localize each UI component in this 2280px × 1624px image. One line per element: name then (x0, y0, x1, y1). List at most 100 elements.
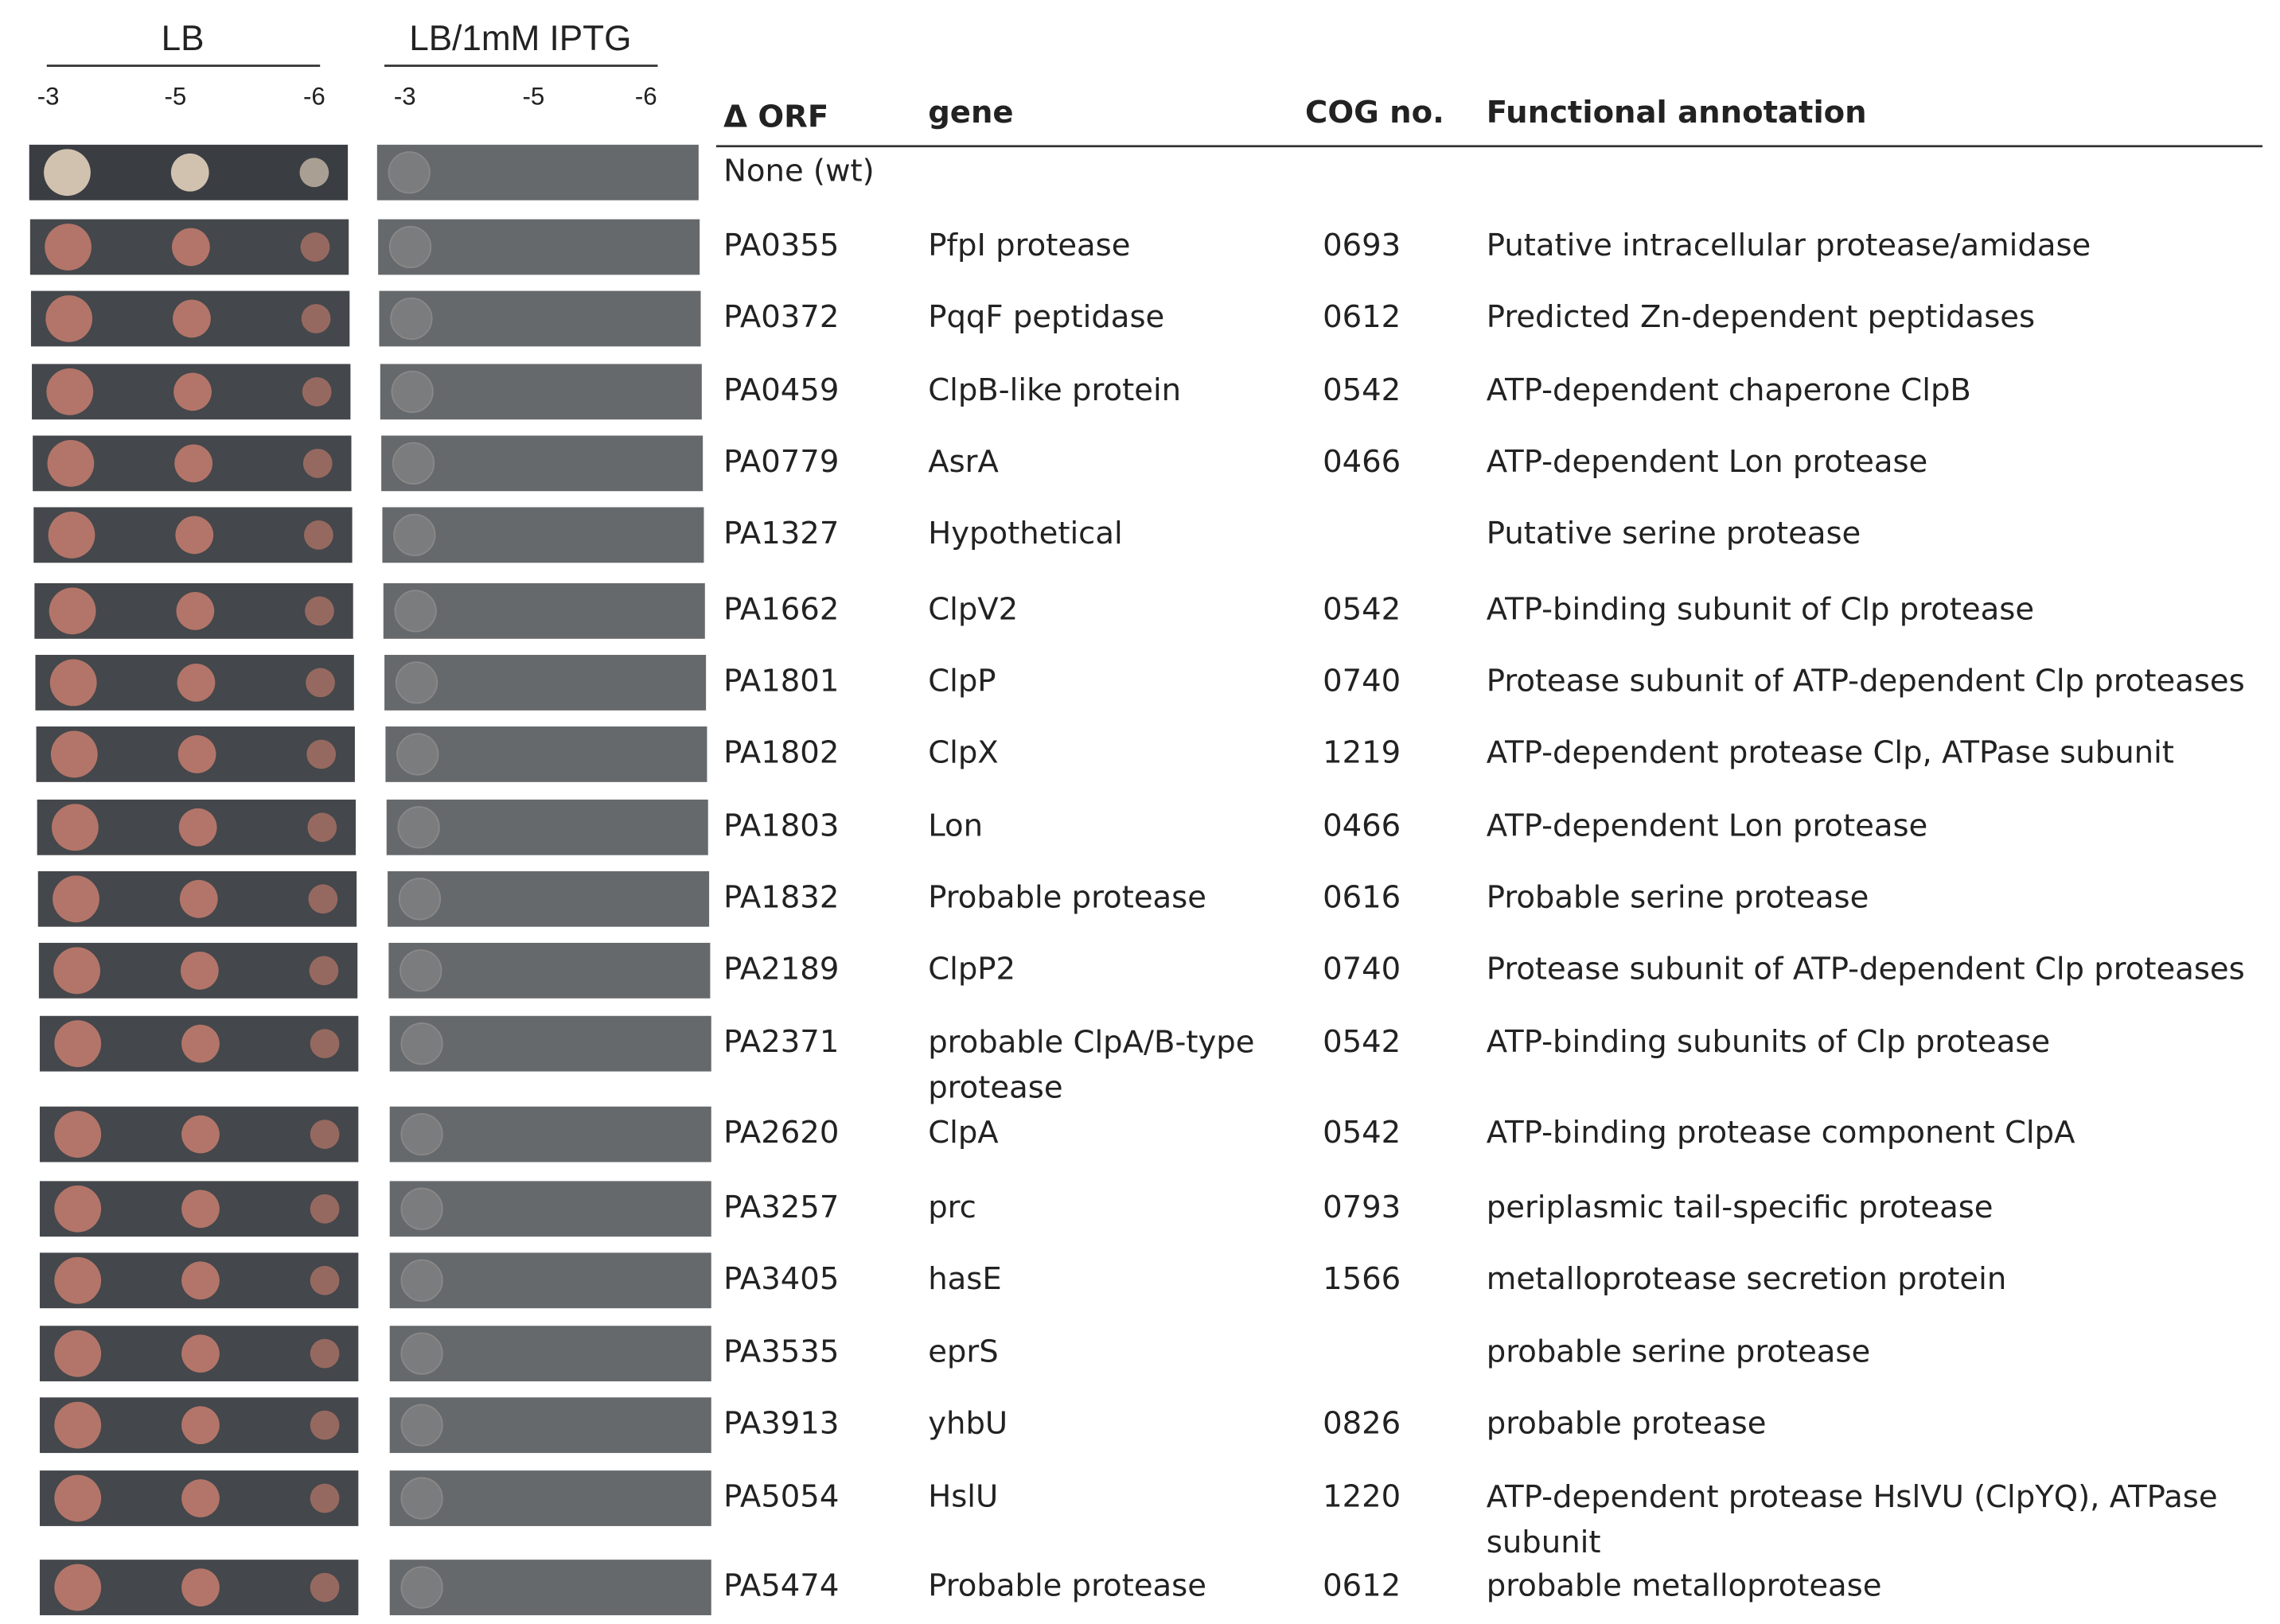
colony-spot (391, 370, 434, 413)
colony-spot (299, 158, 329, 188)
cell-cog: 1566 (1323, 1261, 1401, 1297)
cell-orf: PA3257 (723, 1190, 839, 1225)
cell-orf: PA0355 (723, 228, 839, 263)
colony-spot (400, 1566, 443, 1609)
cell-annotation: ATP-dependent Lon protease (1487, 444, 1928, 480)
colony-spot (398, 878, 442, 921)
colony-spot (305, 596, 334, 626)
cell-annotation: Protease subunit of ATP-dependent Clp pr… (1487, 951, 2245, 987)
colony-spot (53, 947, 100, 995)
colony-spot (400, 1022, 443, 1065)
colony-spot (396, 733, 439, 776)
plate-iptg (380, 364, 702, 420)
plate-iptg (389, 1015, 711, 1072)
column-header: Functional annotation (1487, 95, 1867, 130)
cell-cog: 0542 (1323, 591, 1401, 627)
colony-spot (390, 297, 433, 341)
colony-spot (310, 1029, 340, 1059)
colony-spot (170, 153, 209, 192)
colony-spot (175, 516, 214, 555)
cell-cog: 0826 (1323, 1406, 1401, 1442)
cell-cog: 0466 (1323, 808, 1401, 843)
cell-annotation: ATP-binding subunit of Clp protease (1487, 591, 2034, 627)
plate-iptg (389, 1252, 711, 1309)
column-header: gene (928, 95, 1013, 130)
cell-annotation: ATP-dependent protease HslVU (ClpYQ), AT… (1487, 1479, 2218, 1560)
colony-spot (49, 659, 97, 707)
colony-spot (394, 590, 437, 633)
cell-annotation: metalloprotease secretion protein (1487, 1261, 2007, 1297)
colony-spot (395, 661, 438, 704)
cell-annotation: probable metalloprotease (1487, 1568, 1882, 1604)
colony-spot (310, 1265, 340, 1295)
cell-orf: None (wt) (723, 153, 875, 189)
colony-spot (400, 1187, 443, 1230)
colony-spot (300, 232, 330, 262)
cell-gene: ClpA (928, 1115, 999, 1151)
dilution-label: -6 (303, 82, 325, 110)
colony-spot (400, 1477, 443, 1520)
cell-annotation: probable serine protease (1487, 1334, 1870, 1370)
cell-gene: ClpV2 (928, 591, 1018, 627)
colony-spot (54, 1256, 102, 1304)
cell-cog: 0740 (1323, 951, 1401, 987)
colony-spot (181, 1406, 220, 1445)
dilution-label: -3 (37, 82, 60, 110)
colony-spot (44, 149, 91, 197)
plate-iptg (382, 507, 704, 563)
cell-cog: 0740 (1323, 663, 1401, 699)
cell-orf: PA2371 (723, 1024, 839, 1060)
colony-spot (50, 730, 98, 778)
plate-iptg (389, 1326, 711, 1382)
colony-spot (177, 664, 216, 702)
colony-spot (54, 1185, 102, 1233)
cell-cog: 0542 (1323, 372, 1401, 408)
colony-spot (400, 1332, 443, 1375)
colony-spot (400, 1112, 443, 1156)
cell-cog: 0612 (1323, 299, 1401, 335)
colony-spot (53, 875, 99, 923)
colony-spot (174, 444, 213, 483)
colony-spot (173, 372, 212, 411)
cell-gene: HslU (928, 1479, 998, 1515)
colony-spot (302, 448, 333, 478)
colony-spot (307, 812, 337, 843)
plate-iptg (385, 726, 707, 782)
colony-spot (310, 1120, 340, 1149)
colony-spot (304, 520, 333, 550)
cell-gene: ClpX (928, 734, 999, 770)
colony-spot (48, 511, 95, 559)
colony-spot (399, 949, 442, 992)
cell-annotation: ATP-dependent Lon protease (1487, 808, 1928, 843)
cell-annotation: Predicted Zn-dependent peptidases (1487, 299, 2035, 335)
colony-spot (310, 1483, 340, 1513)
plate-iptg (389, 1470, 711, 1526)
colony-spot (400, 1259, 443, 1302)
colony-spot (308, 884, 338, 914)
cell-orf: PA5054 (723, 1479, 839, 1515)
plate-iptg (388, 870, 710, 927)
cell-gene: hasE (928, 1261, 1002, 1297)
cell-gene: PqqF peptidase (928, 299, 1164, 335)
colony-spot (310, 1572, 340, 1603)
plate-iptg (379, 290, 701, 347)
cell-orf: PA0459 (723, 372, 839, 408)
colony-spot (177, 735, 216, 773)
colony-spot (310, 1338, 340, 1369)
colony-spot (46, 368, 94, 415)
cell-cog: 1220 (1323, 1479, 1401, 1515)
cell-annotation: ATP-dependent protease Clp, ATPase subun… (1487, 734, 2174, 770)
cell-cog: 0542 (1323, 1024, 1401, 1060)
plate-iptg (386, 799, 708, 855)
colony-spot (47, 439, 95, 487)
colony-spot (388, 225, 432, 269)
cell-cog: 0616 (1323, 879, 1401, 915)
cell-cog: 0793 (1323, 1190, 1401, 1225)
cell-annotation: probable protease (1487, 1406, 1767, 1442)
colony-spot (306, 739, 337, 769)
cell-orf: PA3913 (723, 1406, 839, 1442)
cell-gene: Hypothetical (928, 516, 1123, 551)
colony-spot (388, 151, 431, 194)
cell-orf: PA3405 (723, 1261, 839, 1297)
colony-spot (180, 951, 219, 990)
